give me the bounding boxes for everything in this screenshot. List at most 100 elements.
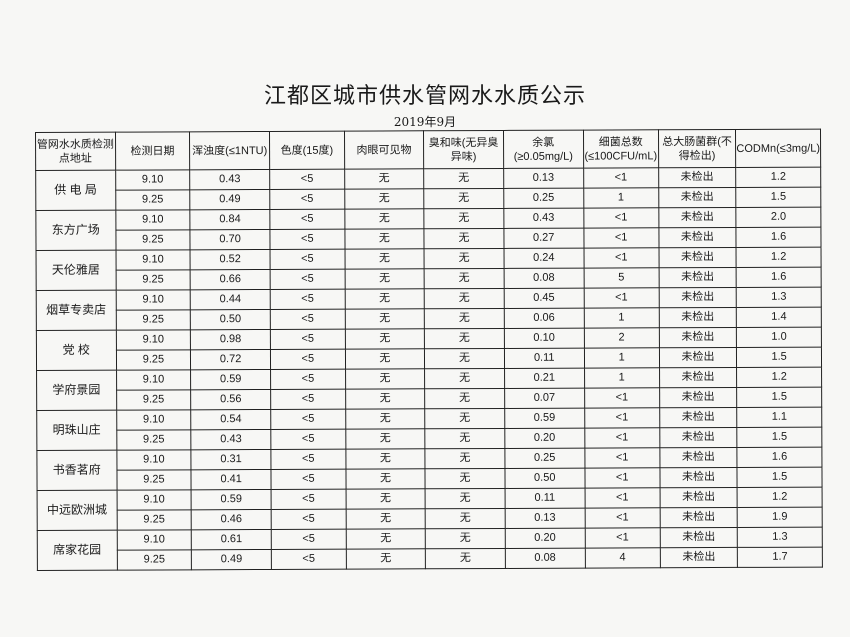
- table-cell: 0.59: [190, 369, 271, 390]
- table-cell: 未检出: [658, 187, 737, 208]
- table-cell: 未检出: [659, 547, 738, 568]
- table-cell: 9.10: [116, 369, 191, 391]
- table-cell: 未检出: [658, 307, 737, 328]
- table-cell: 9.25: [115, 269, 191, 291]
- table-cell: <1: [584, 427, 660, 449]
- site-name: 供 电 局: [35, 170, 116, 211]
- table-cell: <5: [271, 509, 346, 530]
- table-cell: <5: [270, 309, 346, 330]
- table-cell: 未检出: [659, 507, 738, 528]
- table-cell: 0.13: [503, 168, 584, 189]
- table-cell: 0.20: [504, 428, 585, 449]
- table-cell: 无: [345, 428, 426, 450]
- table-row: 明珠山庄 9.10 0.54 <5 无无 0.59 <1 未检出 1.1: [36, 407, 822, 451]
- column-header: 肉眼可见物: [344, 130, 424, 170]
- table-cell: 1: [584, 347, 660, 369]
- table-cell: 0.08: [505, 548, 586, 569]
- table-cell: 1.1: [736, 407, 822, 428]
- table-cell: 0.31: [191, 449, 271, 470]
- table-cell: <5: [270, 269, 345, 290]
- table-cell: 未检出: [659, 487, 738, 508]
- table-cell: 0.61: [191, 529, 272, 550]
- table-cell: 9.10: [115, 209, 191, 231]
- table-cell: <5: [270, 329, 346, 350]
- table-cell: 无: [345, 368, 425, 390]
- table-cell: 无: [423, 188, 504, 209]
- site-name: 席家花园: [37, 530, 117, 571]
- table-row: 中远欧洲城 9.10 0.59 <5 无无 0.11 <1 未检出 1.2: [37, 487, 823, 531]
- table-cell: <1: [584, 507, 660, 529]
- table-cell: <5: [269, 189, 345, 210]
- table-cell: 无: [424, 248, 504, 269]
- table-cell: 9.10: [116, 449, 192, 471]
- table-row: 天伦雅居 9.10 0.52 <5 无无 0.24 <1 未检出 1.2: [36, 247, 822, 291]
- table-cell: <1: [584, 467, 660, 489]
- table-cell: 0.27: [503, 228, 584, 249]
- table-cell: <5: [270, 289, 345, 310]
- table-cell: 0.70: [190, 229, 271, 250]
- table-cell: 0.10: [504, 328, 585, 349]
- column-header: 细菌总数(≤100CFU/mL): [583, 129, 659, 169]
- table-cell: 未检出: [658, 267, 737, 288]
- column-header: 总大肠菌群(不得检出): [658, 129, 736, 168]
- table-cell: 0.06: [504, 308, 585, 329]
- table-row: 9.25 0.46 <5 无无 0.13 <1 未检出 1.9: [37, 507, 823, 531]
- table-cell: 9.25: [116, 389, 191, 411]
- table-cell: 未检出: [659, 427, 738, 448]
- table-cell: 无: [345, 448, 426, 470]
- table-cell: <1: [584, 487, 660, 509]
- table-cell: 0.44: [190, 289, 271, 310]
- table-cell: 0.49: [191, 549, 272, 570]
- table-cell: 无: [424, 368, 505, 389]
- table-row: 9.25 0.50 <5 无无 0.06 1 未检出 1.4: [36, 307, 822, 331]
- table-cell: 9.25: [116, 429, 192, 451]
- table-cell: <5: [269, 209, 345, 230]
- table-cell: 0.24: [503, 248, 584, 269]
- table-cell: 无: [344, 188, 425, 210]
- column-header: 色度(15度): [269, 131, 345, 170]
- table-row: 党 校 9.10 0.98 <5 无无 0.10 2 未检出 1.0: [36, 327, 822, 371]
- table-cell: 无: [345, 348, 425, 370]
- site-name: 东方广场: [35, 210, 116, 251]
- table-cell: <5: [270, 389, 346, 410]
- table-cell: 9.10: [115, 289, 191, 311]
- table-cell: 1.0: [736, 327, 822, 348]
- table-cell: 1.5: [736, 347, 822, 368]
- table-row: 9.25 0.41 <5 无无 0.50 <1 未检出 1.5: [37, 467, 823, 491]
- table-cell: 无: [424, 308, 505, 329]
- table-cell: 无: [344, 168, 424, 190]
- table-row: 席家花园 9.10 0.61 <5 无无 0.20 <1 未检出 1.3: [37, 527, 823, 571]
- site-name: 烟草专卖店: [36, 290, 116, 331]
- table-row: 9.25 0.66 <5 无无 0.08 5 未检出 1.6: [36, 267, 822, 291]
- table-cell: 无: [345, 408, 426, 430]
- table-cell: 无: [424, 348, 505, 369]
- table-row: 供 电 局 9.10 0.43 <5 无无 0.13 <1 未检出 1.2: [35, 167, 821, 211]
- table-row: 9.25 0.49 <5 无无 0.25 1 未检出 1.5: [36, 187, 821, 211]
- table-cell: 无: [344, 268, 425, 290]
- table-cell: 未检出: [659, 347, 737, 368]
- table-cell: 0.66: [190, 269, 271, 290]
- table-row: 9.25 0.70 <5 无无 0.27 <1 未检出 1.6: [36, 227, 822, 251]
- table-cell: 9.10: [115, 249, 191, 271]
- table-cell: 0.41: [191, 469, 272, 490]
- table-cell: 无: [345, 388, 425, 410]
- table-cell: <5: [269, 229, 345, 250]
- table-cell: 未检出: [659, 447, 738, 468]
- table-cell: <5: [271, 489, 346, 510]
- site-name: 学府景园: [36, 370, 117, 411]
- table-cell: 9.10: [116, 529, 192, 551]
- table-cell: 9.25: [116, 509, 192, 531]
- table-cell: 无: [425, 488, 505, 509]
- table-cell: 2: [584, 327, 660, 349]
- table-cell: 0.54: [190, 409, 271, 430]
- table-cell: 无: [425, 548, 506, 569]
- table-cell: 9.10: [115, 329, 191, 351]
- table-cell: 无: [345, 508, 426, 530]
- table-cell: 5: [583, 267, 659, 289]
- table-cell: 1.3: [736, 287, 822, 308]
- table-cell: 4: [584, 547, 661, 569]
- table-cell: <5: [270, 409, 346, 430]
- table-cell: 1.2: [737, 487, 823, 508]
- document-title: 江都区城市供水管网水水质公示: [263, 84, 586, 109]
- table-row: 书香茗府 9.10 0.31 <5 无无 0.25 <1 未检出 1.6: [36, 447, 822, 491]
